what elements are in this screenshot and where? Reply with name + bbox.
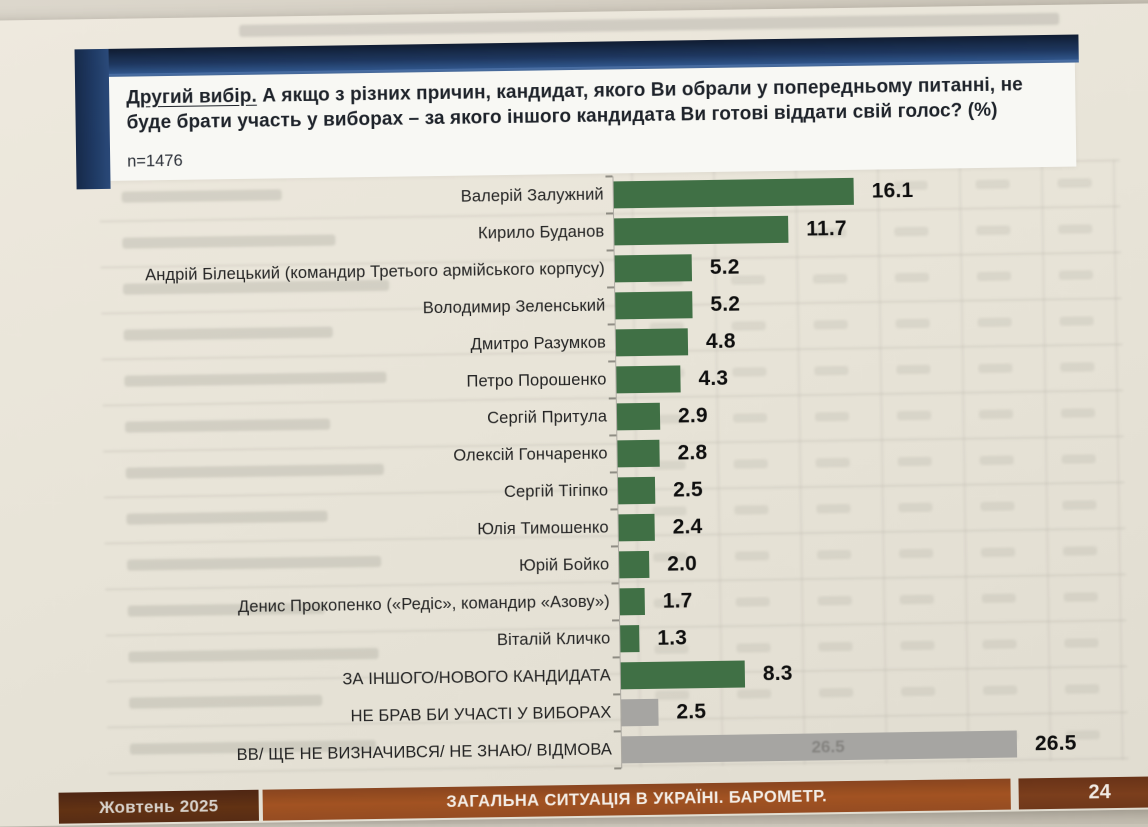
axis-tick [612,656,620,659]
bar-value: 16.1 [871,178,914,203]
title-panel: Другий вибір. А якщо з різних причин, ка… [108,62,1077,181]
bar-value: 26.5 [1034,731,1077,755]
bar-green [615,328,689,357]
axis-tick [606,249,614,252]
bar-green [614,215,789,246]
bar-green [613,177,854,209]
slide-title: Другий вибір. А якщо з різних причин, ка… [126,72,1057,136]
bar-value: 11.7 [806,216,847,241]
bar-value: 2.9 [677,403,708,427]
footer-date-label: Жовтень 2025 [99,795,219,817]
axis-tick [605,212,614,215]
slide-title-rest: А якщо з різних причин, кандидат, якого … [126,74,1023,134]
banner-vertical-arm [74,48,111,190]
footer-title-label: ЗАГАЛЬНА СИТУАЦІЯ В УКРАЇНІ. БАРОМЕТР. [446,787,828,811]
bar-gray: 26.5 [621,730,1018,764]
bar-green [615,291,693,320]
bar-value: 4.8 [705,329,736,353]
bar-value: 2.5 [676,699,707,724]
bar-value: 1.7 [662,588,693,613]
axis-tick [610,508,618,511]
bar-green [617,439,660,468]
footer-page-number-cell: 24 [1018,776,1148,810]
axis-tick [609,434,617,437]
bar-green [619,550,650,579]
axis-tick [612,619,620,622]
footer-page-number: 24 [1088,781,1111,804]
bar-green [617,476,656,505]
axis-tick [609,471,617,474]
axis-tick [613,693,621,696]
bar-value: 5.2 [710,292,741,316]
bar-green [616,402,661,431]
bar-green [620,660,746,690]
bar-green [619,587,645,616]
axis-tick [614,767,622,770]
bar-value: 5.2 [709,255,740,279]
bar-value: 4.3 [698,366,729,390]
bar-gray [621,698,659,727]
axis-tick [607,323,615,326]
bar-value: 8.3 [762,661,793,685]
sample-size: n=1476 [127,151,183,171]
axis-tick [610,545,618,548]
bar-value: 2.0 [667,551,698,576]
bar-green [616,365,681,394]
slide-title-lead: Другий вибір. [126,85,257,109]
axis-tick [607,286,615,289]
bar-value: 2.4 [672,514,703,539]
bar-green [618,513,655,542]
footer-title-cell: ЗАГАЛЬНА СИТУАЦІЯ В УКРАЇНІ. БАРОМЕТР. [262,778,1011,821]
bar-label: ВВ/ ЩЕ НЕ ВИЗНАЧИВСЯ/ НЕ ЗНАЮ/ ВІДМОВА [236,740,613,765]
axis-tick [608,360,616,363]
bar-chart: Валерій Залужний 16.1 Кирило Буданов 11.7 Ан… [102,169,1121,784]
axis-tick [608,397,616,400]
axis-tick [605,175,613,178]
axis-tick [611,582,619,585]
ghost-inbar-value: 26.5 [811,737,845,757]
bar-value: 1.3 [657,625,688,650]
bar-green [620,625,640,653]
slide-page: Другий вибір. А якщо з різних причин, ка… [0,3,1148,827]
bar-value: 2.8 [677,440,708,464]
footer-date-cell: Жовтень 2025 [58,789,259,824]
bar-value: 2.5 [672,477,704,502]
axis-tick [613,730,621,733]
bar-green [614,254,693,283]
